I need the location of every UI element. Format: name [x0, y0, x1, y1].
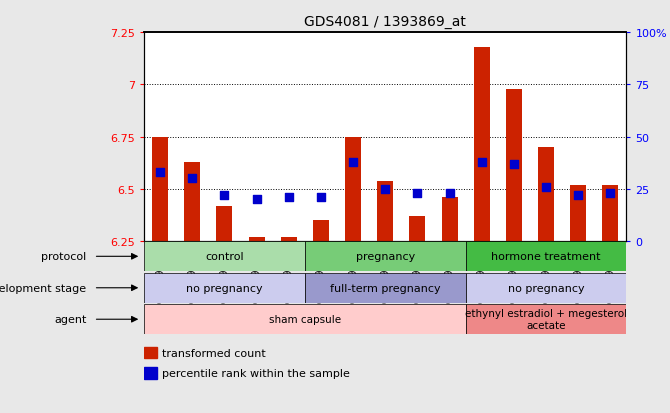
Point: [251, 197, 262, 203]
Title: GDS4081 / 1393869_at: GDS4081 / 1393869_at: [304, 15, 466, 29]
Bar: [144, 304, 466, 335]
Point: [444, 190, 455, 197]
Bar: [216, 206, 232, 242]
Text: development stage: development stage: [0, 283, 86, 293]
Point: [412, 190, 423, 197]
Text: no pregnancy: no pregnancy: [508, 283, 584, 293]
Point: [509, 161, 519, 168]
Bar: [305, 242, 466, 272]
Text: ethynyl estradiol + megesterol
acetate: ethynyl estradiol + megesterol acetate: [465, 309, 627, 330]
Bar: [474, 47, 490, 242]
Point: [283, 195, 294, 201]
Bar: [466, 304, 626, 335]
Bar: [184, 162, 200, 242]
Text: full-term pregnancy: full-term pregnancy: [330, 283, 441, 293]
Bar: [466, 273, 626, 303]
Text: protocol: protocol: [41, 252, 86, 262]
Point: [348, 159, 358, 166]
Bar: [442, 198, 458, 242]
Text: sham capsule: sham capsule: [269, 314, 341, 325]
Text: control: control: [205, 252, 244, 262]
Point: [316, 195, 326, 201]
Text: agent: agent: [54, 314, 86, 325]
Bar: [570, 185, 586, 242]
Bar: [152, 137, 168, 242]
Point: [573, 192, 584, 199]
Text: no pregnancy: no pregnancy: [186, 283, 263, 293]
Bar: [144, 273, 305, 303]
Point: [476, 159, 487, 166]
Bar: [144, 368, 157, 379]
Point: [541, 184, 551, 191]
Bar: [466, 242, 626, 272]
Bar: [506, 89, 522, 242]
Point: [187, 176, 198, 183]
Bar: [377, 181, 393, 242]
Bar: [144, 242, 305, 272]
Bar: [249, 237, 265, 242]
Bar: [144, 347, 157, 358]
Bar: [602, 185, 618, 242]
Bar: [313, 221, 329, 242]
Text: percentile rank within the sample: percentile rank within the sample: [163, 368, 350, 378]
Bar: [345, 137, 361, 242]
Bar: [538, 148, 554, 242]
Text: transformed count: transformed count: [163, 348, 266, 358]
Text: pregnancy: pregnancy: [356, 252, 415, 262]
Point: [155, 169, 165, 176]
Point: [380, 186, 391, 193]
Bar: [281, 237, 297, 242]
Bar: [409, 216, 425, 242]
Point: [219, 192, 230, 199]
Text: hormone treatment: hormone treatment: [491, 252, 601, 262]
Bar: [305, 273, 466, 303]
Point: [605, 190, 616, 197]
